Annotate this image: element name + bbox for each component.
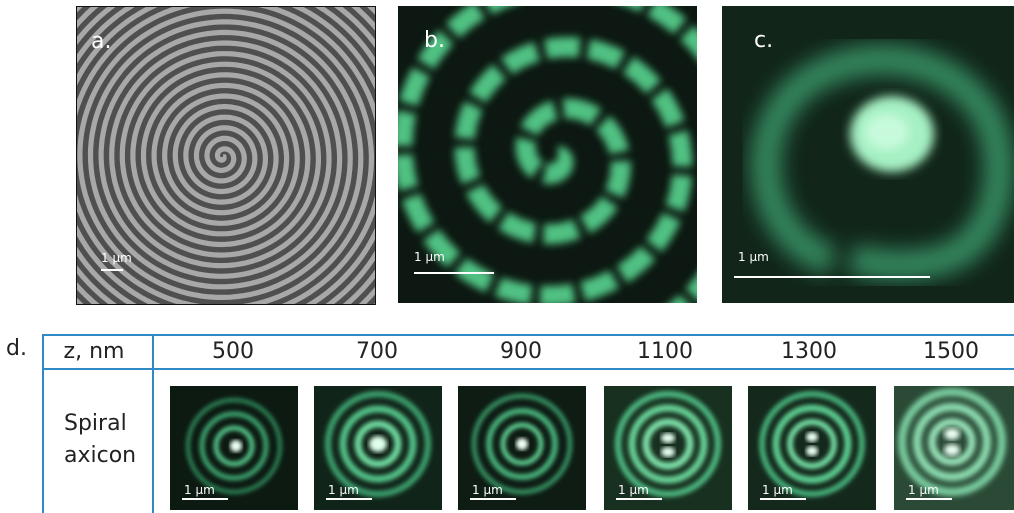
panel-c-scale-label: 1 μm <box>738 250 769 264</box>
thumb-scale-bar <box>906 498 952 500</box>
thumb-z-500: 1 μm <box>170 386 298 510</box>
table-header-z-1100: 1100 <box>637 339 693 364</box>
thumb-scale-label: 1 μm <box>328 483 359 497</box>
panel-c-scale-bar <box>734 276 930 278</box>
table-top-border <box>42 334 1014 336</box>
table-header-z-700: 700 <box>356 339 398 364</box>
thumb-scale-label: 1 μm <box>762 483 793 497</box>
thumb-z-1300: 1 μm <box>748 386 876 510</box>
thumb-z-1100: 1 μm <box>604 386 732 510</box>
table-header-z-900: 900 <box>500 339 542 364</box>
table-header-z: z, nm <box>63 339 125 364</box>
panel-c-label: c. <box>754 28 774 53</box>
panel-d-label: d. <box>6 336 27 361</box>
panel-b-scale-bar <box>414 272 494 274</box>
table-header-z-1300: 1300 <box>781 339 837 364</box>
thumb-scale-bar <box>182 498 228 500</box>
panel-b-scale-label: 1 μm <box>414 250 445 264</box>
table-left-border <box>42 334 44 513</box>
thumb-z-1500: 1 μm <box>894 386 1014 510</box>
panel-b-intensity: b. 1 μm <box>398 6 697 303</box>
thumb-scale-bar <box>760 498 806 500</box>
table-column-divider <box>152 334 154 513</box>
panel-a-scale-bar <box>101 269 123 271</box>
thumb-scale-label: 1 μm <box>908 483 939 497</box>
panel-a-scale-label: 1 μm <box>101 251 132 265</box>
thumb-scale-bar <box>616 498 662 500</box>
thumb-scale-label: 1 μm <box>184 483 215 497</box>
table-header-divider <box>42 368 1014 370</box>
table-header-z-1500: 1500 <box>923 339 979 364</box>
thumb-z-900: 1 μm <box>458 386 586 510</box>
panel-b-label: b. <box>424 28 445 53</box>
row-label-axicon: axicon <box>64 443 137 468</box>
thumb-scale-bar <box>326 498 372 500</box>
thumb-scale-label: 1 μm <box>472 483 503 497</box>
row-label-spiral: Spiral <box>64 411 127 436</box>
thumb-scale-bar <box>470 498 516 500</box>
panel-c-focal-spot: c. 1 μm <box>722 6 1014 303</box>
panel-a-sem-spiral: a. 1 μm <box>76 6 376 305</box>
table-header-z-500: 500 <box>212 339 254 364</box>
thumb-scale-label: 1 μm <box>618 483 649 497</box>
panel-a-label: a. <box>91 29 112 54</box>
thumb-z-700: 1 μm <box>314 386 442 510</box>
